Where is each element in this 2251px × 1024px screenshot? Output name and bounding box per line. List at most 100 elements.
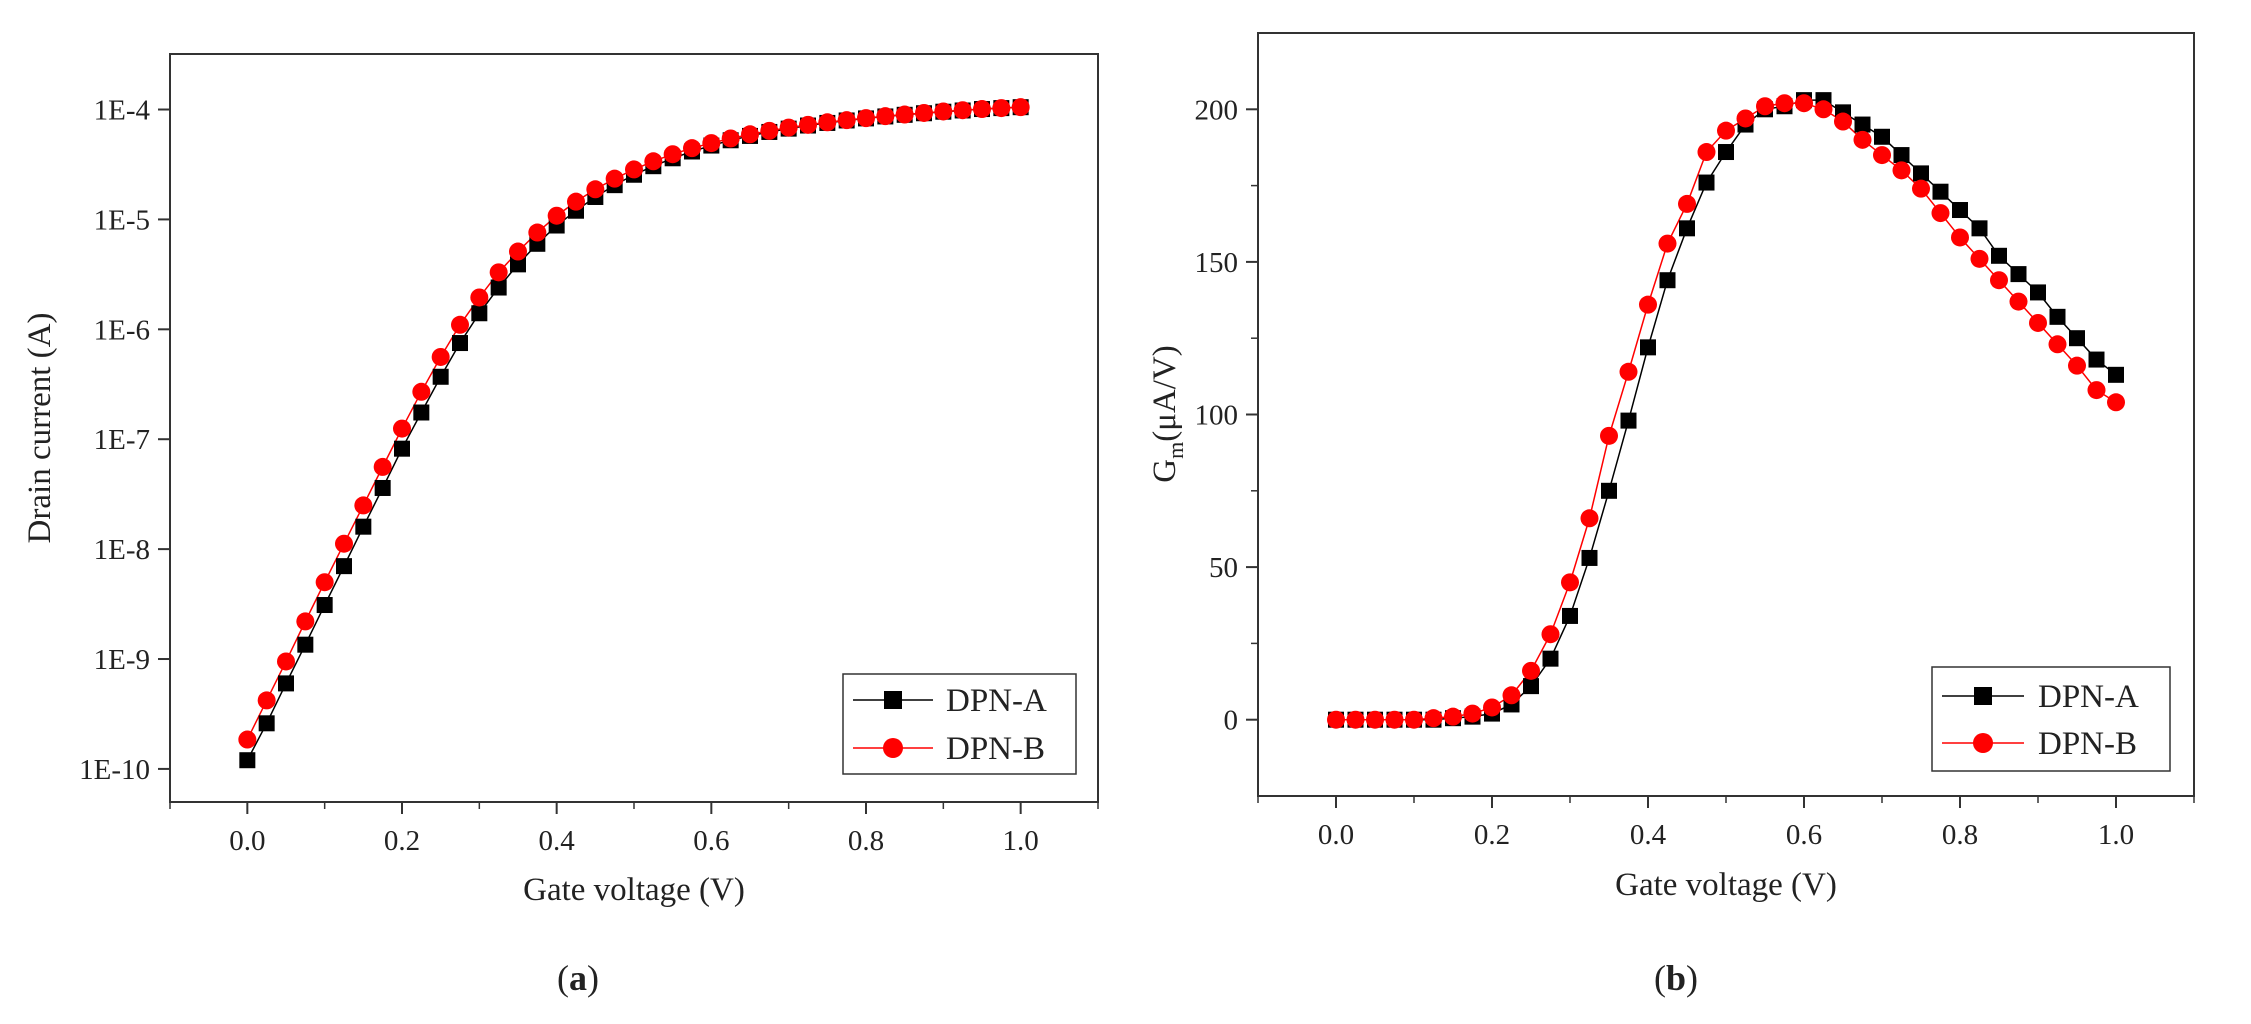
panel-b-x-ticks: 0.0 0.2 0.4 0.6 0.8 1.0 (1257, 796, 2195, 851)
panel-b-legend-box (1931, 666, 2171, 772)
panel-b-point-dpn-b (1756, 97, 1774, 116)
panel-b-point-dpn-a (1698, 174, 1715, 191)
panel-b-x-tick-label: 0.6 (1786, 819, 1822, 851)
panel-b-x-axis-title: Gate voltage (V) (1615, 867, 1837, 903)
panel-a-legend-label-dpn-a: DPN-A (946, 683, 1047, 719)
panel-a-x-tick-label: 0.0 (229, 825, 265, 857)
panel-b-x-tick-label: 0.8 (1942, 819, 1978, 851)
panel-a-legend: DPN-A DPN-B (842, 673, 1077, 775)
panel-b-point-dpn-a (2108, 366, 2124, 383)
panel-a-point-dpn-a (471, 305, 488, 322)
panel-a-point-dpn-a (336, 558, 352, 575)
panel-b-point-dpn-a (1913, 165, 1929, 182)
panel-a-y-tick-label: 1E-9 (94, 644, 150, 676)
panel-b-point-dpn-a (1854, 116, 1871, 133)
panel-a-series-lines (246, 106, 1021, 761)
panel-b-point-dpn-b (1892, 161, 1911, 180)
panel-a-point-dpn-a (374, 479, 391, 496)
panel-b-point-dpn-b (1541, 625, 1560, 644)
panel-b-point-dpn-b (1931, 204, 1950, 223)
panel-a-point-dpn-b (760, 121, 779, 140)
panel-b-point-dpn-b (1717, 121, 1735, 140)
panel-b-point-dpn-b (1814, 100, 1833, 119)
panel-b-point-dpn-b (1346, 710, 1365, 729)
panel-b-point-dpn-a (1523, 678, 1539, 695)
panel-b-y-tick-label: 0 (1224, 705, 1239, 737)
panel-a-legend-marker-dpn-b (883, 738, 903, 758)
panel-a-y-tick-label: 1E-5 (94, 204, 150, 236)
panel-b-point-dpn-a (1640, 339, 1656, 356)
panel-a-legend-marker-dpn-a (884, 691, 902, 709)
panel-b-point-dpn-a (1971, 220, 1988, 237)
panel-a-x-tick-label: 1.0 (1003, 825, 1039, 857)
panel-b-x-tick-label: 1.0 (2098, 819, 2134, 851)
panel-a-point-dpn-b (528, 223, 547, 242)
panel-a-point-dpn-b (393, 419, 411, 438)
panel-b-y-tick-label: 150 (1195, 247, 1239, 279)
panel-b-point-dpn-a (1991, 247, 2007, 264)
panel-a-y-axis-title: Drain current (A) (22, 313, 58, 544)
panel-b-point-dpn-a (1952, 202, 1968, 219)
panel-a-point-dpn-b (953, 101, 972, 120)
panel-b-series-line-dpn-a (1336, 99, 2117, 721)
panel-b-point-dpn-b (1522, 661, 1540, 680)
panel-a-point-dpn-b (992, 99, 1011, 118)
panel-a-x-tick-label: 0.2 (384, 825, 420, 857)
panel-a-point-dpn-b (451, 315, 469, 334)
panel-a-y-tick-label: 1E-10 (79, 754, 150, 786)
panel-a-point-dpn-a (297, 636, 314, 653)
panel-a-point-dpn-b (818, 113, 837, 132)
panel-b-x-tick-label: 0.2 (1474, 819, 1510, 851)
panel-a-point-dpn-b (489, 263, 508, 282)
panel-b-point-dpn-b (1405, 710, 1423, 729)
panel-b-y-tick-label: 200 (1195, 94, 1239, 126)
panel-b-series-lines (1336, 99, 2117, 721)
panel-b-series-markers (1327, 92, 2125, 729)
panel-b-point-dpn-a (2088, 351, 2105, 368)
panel-a-point-dpn-a (278, 675, 294, 692)
panel-a-x-axis-title: Gate voltage (V) (523, 872, 745, 908)
panel-b-point-dpn-a (1562, 607, 1578, 624)
panel-a-point-dpn-b (799, 115, 817, 134)
panel-b-point-dpn-b (2068, 356, 2086, 375)
panel-b-x-tick-label: 0.0 (1318, 819, 1354, 851)
panel-a-point-dpn-b (857, 109, 875, 128)
panel-b-legend-marker-dpn-b (1973, 733, 1993, 753)
panel-b-point-dpn-b (1697, 143, 1716, 162)
panel-b-point-dpn-b (1873, 146, 1891, 165)
panel-b-x-tick-label: 0.4 (1630, 819, 1667, 851)
panel-a-x-tick-label: 0.4 (539, 825, 576, 857)
panel-a-point-dpn-b (567, 192, 585, 211)
panel-b-point-dpn-a (1679, 220, 1695, 237)
panel-a-point-dpn-b (257, 691, 276, 710)
panel-a-point-dpn-a (258, 715, 275, 732)
panel-b-legend-label-dpn-b: DPN-B (2038, 726, 2137, 762)
panel-a-point-dpn-b (973, 100, 991, 119)
panel-b-point-dpn-b (2048, 335, 2067, 354)
panel-a-point-dpn-b (373, 457, 392, 476)
panel-b-point-dpn-b (1775, 94, 1794, 113)
panel-a-point-dpn-b (277, 652, 295, 671)
panel-b-point-dpn-b (2087, 381, 2106, 400)
panel-b-point-dpn-b (2107, 393, 2125, 412)
panel-b-point-dpn-b (1424, 709, 1443, 728)
panel-b-point-dpn-b (1658, 234, 1677, 253)
panel-a-legend-box (842, 673, 1077, 775)
panel-b-point-dpn-b (1834, 112, 1852, 131)
panel-a-y-tick-label: 1E-6 (94, 314, 150, 346)
panel-b-legend: DPN-A DPN-B (1931, 666, 2171, 772)
panel-a-legend-label-dpn-b: DPN-B (946, 731, 1045, 767)
panel-b-point-dpn-a (1932, 183, 1949, 200)
panel-a-point-dpn-b (431, 347, 450, 366)
panel-a-point-dpn-a (432, 368, 449, 385)
panel-a-point-dpn-b (1011, 98, 1030, 117)
panel-a-point-dpn-b (509, 242, 527, 261)
panel-b-y-tick-label: 50 (1209, 552, 1238, 584)
panel-a-drain-current-chart: 0.0 0.2 0.4 0.6 0.8 1.0 1E-10 1E-9 1E-8 1E-7 1E-6… (22, 53, 1099, 998)
panel-a-point-dpn-b (605, 169, 624, 188)
panel-b-point-dpn-b (1580, 509, 1599, 528)
panel-b-point-dpn-a (2010, 266, 2027, 283)
panel-b-point-dpn-b (1853, 130, 1872, 149)
panel-b-point-dpn-b (1678, 194, 1696, 213)
